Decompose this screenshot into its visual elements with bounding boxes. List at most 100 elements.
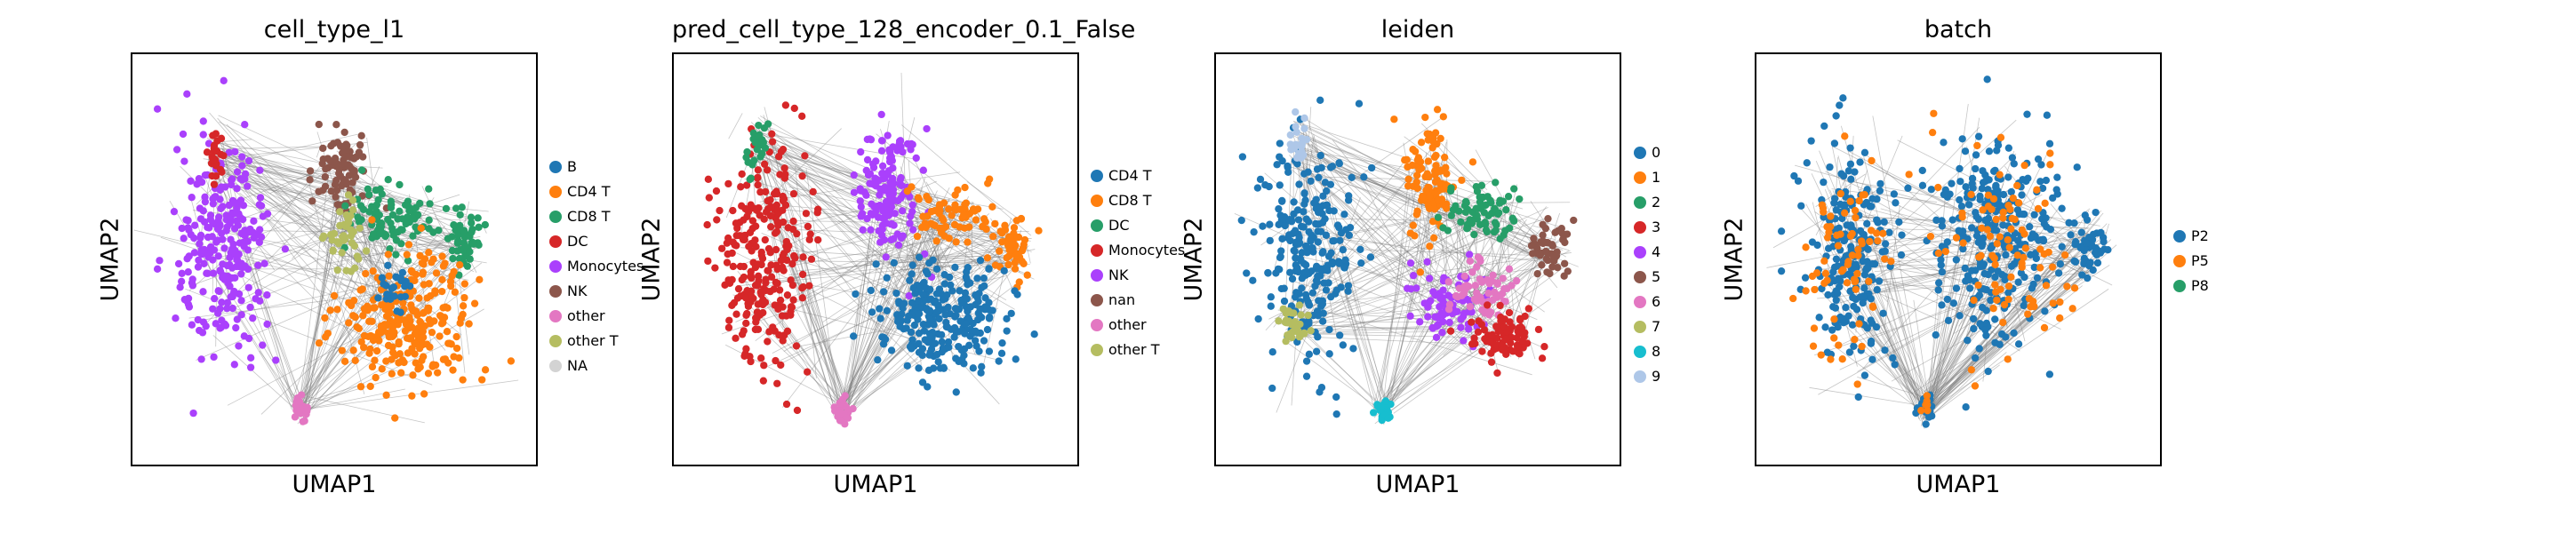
data-point bbox=[1858, 342, 1866, 351]
data-point bbox=[892, 289, 900, 298]
data-point bbox=[369, 230, 378, 238]
data-point bbox=[1851, 336, 1859, 344]
edge-line bbox=[1385, 211, 1489, 413]
data-point bbox=[2020, 253, 2028, 262]
data-point bbox=[255, 238, 264, 246]
data-point bbox=[436, 312, 444, 320]
data-point bbox=[384, 176, 392, 184]
data-point bbox=[240, 243, 248, 251]
data-point bbox=[345, 319, 353, 327]
data-point bbox=[1423, 130, 1431, 138]
data-point bbox=[238, 153, 246, 161]
data-point bbox=[2020, 161, 2028, 170]
data-point bbox=[1516, 322, 1525, 331]
data-point bbox=[403, 251, 411, 259]
data-point bbox=[1500, 346, 1508, 354]
edge-line bbox=[292, 383, 364, 407]
data-point bbox=[216, 305, 224, 313]
data-point bbox=[1895, 218, 1903, 227]
data-point bbox=[1407, 285, 1415, 293]
data-point bbox=[409, 371, 417, 379]
data-point bbox=[1349, 345, 1357, 353]
legend-marker bbox=[2173, 279, 2186, 292]
data-point bbox=[1544, 256, 1552, 265]
data-point bbox=[805, 282, 813, 290]
data-point bbox=[961, 289, 970, 297]
data-point bbox=[1436, 186, 1445, 194]
legend-label: 6 bbox=[1652, 293, 1661, 310]
data-point bbox=[1290, 309, 1298, 317]
data-point bbox=[2038, 184, 2047, 193]
data-point bbox=[174, 259, 183, 268]
data-point bbox=[724, 250, 732, 259]
data-point bbox=[1308, 244, 1316, 252]
data-point bbox=[889, 143, 897, 151]
data-point bbox=[772, 227, 781, 236]
data-point bbox=[442, 204, 451, 213]
cluster-CD4 T bbox=[849, 253, 1038, 396]
edge-line bbox=[1301, 141, 1382, 425]
data-point bbox=[1472, 204, 1480, 212]
data-point bbox=[355, 148, 364, 156]
data-point bbox=[372, 373, 380, 382]
data-point bbox=[382, 321, 391, 330]
data-point bbox=[1440, 309, 1448, 317]
data-point bbox=[382, 391, 390, 399]
legend-label: Monocytes bbox=[1108, 242, 1186, 259]
data-point bbox=[1830, 315, 1838, 323]
data-point bbox=[737, 183, 745, 191]
cluster-other T bbox=[318, 191, 371, 275]
data-point bbox=[1315, 220, 1323, 228]
data-point bbox=[411, 350, 419, 358]
data-point bbox=[183, 90, 191, 99]
data-point bbox=[1972, 212, 1980, 220]
data-point bbox=[348, 196, 357, 204]
data-point bbox=[1514, 343, 1522, 351]
data-point bbox=[451, 288, 460, 297]
data-point bbox=[741, 294, 750, 302]
data-point bbox=[1474, 253, 1483, 261]
data-point bbox=[1830, 334, 1838, 342]
chart-panel-pred-cell-type: pred_cell_type_128_encoder_0.1_False UMA… bbox=[0, 0, 1186, 533]
edge-line bbox=[218, 161, 388, 187]
data-point bbox=[1978, 185, 1987, 193]
data-point bbox=[923, 124, 931, 133]
data-point bbox=[199, 117, 207, 125]
data-point bbox=[998, 339, 1006, 347]
data-point bbox=[754, 282, 762, 290]
cluster-NK bbox=[306, 120, 390, 216]
data-point bbox=[1990, 254, 1998, 262]
data-point bbox=[1794, 177, 1803, 185]
edge-line bbox=[845, 187, 884, 423]
data-point bbox=[1430, 153, 1439, 162]
data-point bbox=[883, 274, 891, 282]
edge-line bbox=[1819, 210, 2014, 238]
data-point bbox=[1335, 159, 1343, 167]
edge-line bbox=[840, 120, 890, 412]
data-point bbox=[1881, 247, 1889, 255]
edge-line bbox=[721, 242, 986, 335]
data-point bbox=[206, 249, 214, 257]
data-point bbox=[732, 310, 740, 318]
data-point bbox=[1970, 296, 1978, 305]
data-point bbox=[2004, 355, 2012, 363]
data-point bbox=[1426, 243, 1434, 251]
data-point bbox=[1777, 227, 1786, 235]
x-axis-label: UMAP1 bbox=[1916, 471, 2001, 498]
data-point bbox=[460, 252, 469, 260]
edge-line bbox=[1302, 240, 1556, 327]
data-point bbox=[1302, 357, 1311, 365]
data-point bbox=[836, 417, 844, 425]
data-point bbox=[1508, 322, 1516, 331]
edge-line bbox=[1925, 289, 2109, 413]
legend-label: NA bbox=[567, 357, 588, 374]
data-point bbox=[1416, 318, 1424, 326]
data-point bbox=[1455, 284, 1464, 292]
data-point bbox=[211, 294, 219, 303]
edge-line bbox=[1891, 267, 2091, 382]
data-point bbox=[1966, 284, 1974, 292]
data-point bbox=[1487, 349, 1495, 357]
data-point bbox=[1328, 259, 1337, 268]
data-point bbox=[798, 270, 807, 279]
data-point bbox=[1276, 211, 1284, 219]
